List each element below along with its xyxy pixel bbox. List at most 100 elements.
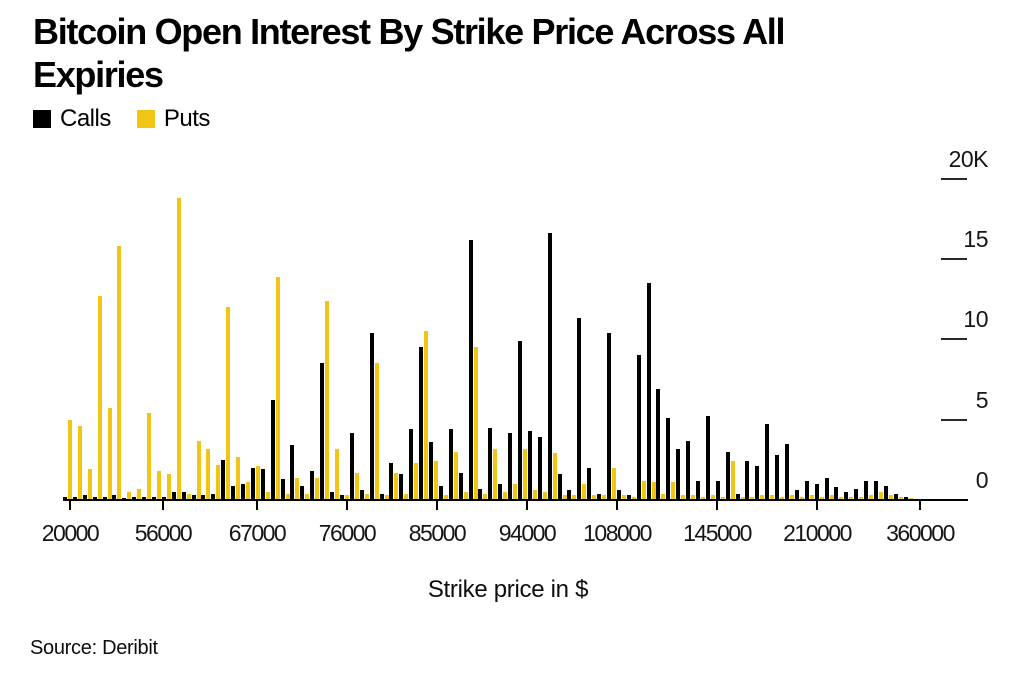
put-bar bbox=[315, 478, 320, 500]
put-bar bbox=[710, 495, 715, 500]
bar-pair bbox=[725, 160, 735, 500]
call-bar bbox=[221, 460, 226, 500]
put-bar bbox=[147, 413, 152, 500]
call-bar bbox=[715, 481, 720, 500]
put-bar bbox=[888, 495, 893, 500]
call-bar bbox=[369, 333, 374, 500]
bar-pair bbox=[715, 160, 725, 500]
put-bar bbox=[404, 494, 409, 500]
put-bar bbox=[236, 457, 241, 500]
put-bar bbox=[216, 465, 221, 500]
bar-pair bbox=[547, 160, 557, 500]
put-bar bbox=[394, 473, 399, 500]
x-tick-mark bbox=[526, 501, 528, 510]
call-bar bbox=[419, 347, 424, 500]
call-bar bbox=[339, 495, 344, 500]
legend: Calls Puts bbox=[33, 105, 210, 133]
bar-pair bbox=[854, 160, 864, 500]
bar-pair bbox=[181, 160, 191, 500]
call-bar bbox=[142, 497, 147, 500]
call-bar bbox=[587, 468, 592, 500]
put-bar bbox=[157, 471, 162, 500]
x-tick-mark bbox=[616, 501, 618, 510]
bar-pair bbox=[636, 160, 646, 500]
put-bar bbox=[384, 495, 389, 500]
put-bar bbox=[760, 495, 765, 500]
bar-pair bbox=[676, 160, 686, 500]
bar-pair bbox=[893, 160, 903, 500]
bar-pair bbox=[419, 160, 429, 500]
call-bar bbox=[72, 497, 77, 500]
y-tick-label: 5 bbox=[975, 387, 989, 413]
put-bar bbox=[107, 408, 112, 500]
bar-pair bbox=[488, 160, 498, 500]
call-bar bbox=[320, 363, 325, 500]
bar-pair bbox=[696, 160, 705, 500]
call-bar bbox=[399, 474, 404, 500]
call-bar bbox=[517, 341, 522, 500]
bar-pair bbox=[290, 160, 300, 500]
call-bar bbox=[577, 318, 582, 500]
call-bar bbox=[191, 495, 196, 500]
call-bar bbox=[705, 416, 710, 500]
puts-legend-label: Puts bbox=[163, 105, 211, 132]
call-bar bbox=[804, 481, 809, 500]
put-bar bbox=[344, 495, 349, 500]
put-bar bbox=[819, 497, 824, 500]
put-bar bbox=[87, 469, 92, 500]
call-bar bbox=[201, 495, 206, 500]
put-bar bbox=[829, 495, 834, 500]
put-bar bbox=[661, 494, 666, 500]
call-bar bbox=[864, 481, 869, 500]
bar-pair bbox=[191, 160, 201, 500]
call-bar bbox=[666, 418, 671, 500]
bar-pair bbox=[705, 160, 715, 500]
bar-pair bbox=[359, 160, 369, 500]
y-tick-label: 20K bbox=[948, 146, 989, 172]
x-tick-mark bbox=[69, 501, 71, 510]
bar-pair bbox=[804, 160, 814, 500]
put-bar bbox=[127, 492, 132, 500]
put-bar bbox=[849, 497, 854, 500]
bar-pair bbox=[241, 160, 251, 500]
put-bar bbox=[443, 495, 448, 500]
call-bar bbox=[161, 497, 166, 500]
put-bar bbox=[374, 363, 379, 500]
x-tick-mark bbox=[716, 501, 718, 510]
x-tick-mark bbox=[919, 501, 921, 510]
x-tick-label: 67000 bbox=[228, 520, 287, 546]
call-bar bbox=[775, 455, 780, 500]
call-bar bbox=[854, 489, 859, 500]
bar-pair bbox=[320, 160, 330, 500]
put-bar bbox=[641, 481, 646, 500]
bar-pair bbox=[567, 160, 577, 500]
bar-pair bbox=[201, 160, 211, 500]
put-bar bbox=[246, 482, 251, 500]
bar-pair bbox=[428, 160, 438, 500]
call-bar bbox=[359, 490, 364, 500]
put-bar bbox=[325, 301, 330, 500]
put-bar bbox=[77, 426, 82, 500]
call-bar bbox=[428, 442, 433, 500]
y-tick-label: 10 bbox=[963, 306, 988, 332]
put-bar bbox=[176, 198, 181, 500]
bar-pair bbox=[399, 160, 409, 500]
call-bar bbox=[794, 490, 799, 500]
call-bar bbox=[834, 487, 839, 500]
bar-pair bbox=[231, 160, 241, 500]
bar-pair bbox=[794, 160, 804, 500]
bar-pair bbox=[260, 160, 270, 500]
put-bar bbox=[562, 495, 567, 500]
call-bar bbox=[824, 478, 829, 500]
put-bar bbox=[720, 497, 725, 500]
put-bar bbox=[305, 494, 310, 500]
put-bar bbox=[671, 482, 676, 500]
put-bar bbox=[433, 461, 438, 500]
put-bar bbox=[898, 497, 903, 500]
call-bar bbox=[92, 497, 97, 500]
bar-pair bbox=[498, 160, 508, 500]
bar-pair bbox=[310, 160, 320, 500]
call-bar bbox=[656, 389, 661, 500]
